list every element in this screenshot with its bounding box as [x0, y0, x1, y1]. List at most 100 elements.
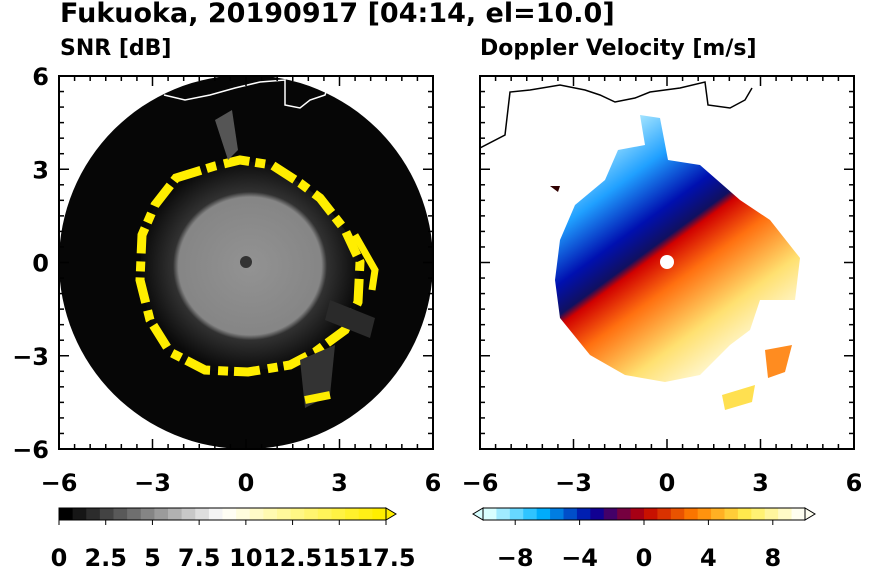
y-tick-label: −3 — [12, 343, 49, 371]
snr-high-patch — [304, 391, 331, 404]
snr-plot-area — [59, 76, 433, 449]
colorbar-segment — [358, 508, 373, 520]
colorbar-segment — [483, 508, 497, 520]
x-tick-label: −3 — [134, 469, 171, 497]
colorbar-segment — [644, 508, 658, 520]
x-tick-label: −6 — [41, 469, 78, 497]
colorbar-segment — [72, 508, 87, 520]
axis-tick-labels: −6 −3 0 3 6 6 3 0 −3 −6 −6 −3 0 3 6 — [12, 63, 862, 497]
colorbar-tick-label: 0 — [51, 544, 68, 570]
colorbar-tick-label: 4 — [700, 544, 717, 570]
doppler-coastline — [480, 81, 753, 149]
colorbar-segment — [684, 508, 699, 520]
colorbar-segment — [249, 508, 264, 520]
colorbar-segment — [127, 508, 142, 520]
colorbar-segment — [168, 508, 183, 520]
colorbar-segment — [630, 508, 645, 520]
colorbar-segment — [536, 508, 551, 520]
colorbar-segment — [345, 508, 360, 520]
snr-panel-title: SNR [dB] — [60, 36, 172, 61]
doppler-radar-center — [660, 255, 674, 269]
snr-high-ring — [135, 155, 365, 377]
x-tick-label: −6 — [462, 469, 499, 497]
colorbar-segment — [317, 508, 332, 520]
colorbar-tick-label: −8 — [497, 544, 534, 570]
colorbar-tick-label: 7.5 — [178, 544, 221, 570]
doppler-echo-east-patch — [765, 345, 792, 378]
colorbar-tick-label: 15 — [323, 544, 356, 570]
colorbar-arrow-max — [804, 507, 816, 521]
colorbar-segment — [778, 508, 793, 520]
x-tick-label: 3 — [331, 469, 348, 497]
colorbar-segment — [496, 508, 511, 520]
snr-echo-east — [325, 300, 375, 338]
colorbar-segment — [791, 508, 806, 520]
colorbar-segment — [154, 508, 169, 520]
colorbar-segment — [208, 508, 223, 520]
colorbar-tick-label: −4 — [561, 544, 598, 570]
x-tick-label: 0 — [238, 469, 255, 497]
x-tick-label: 3 — [752, 469, 769, 497]
colorbar-arrow-max — [385, 507, 397, 521]
colorbar-tick-label: 17.5 — [356, 544, 415, 570]
colorbar-tick-label: 5 — [144, 544, 161, 570]
snr-echo-north — [215, 110, 238, 160]
colorbar-tick-label: 12.5 — [263, 544, 322, 570]
colorbar-segment — [509, 508, 524, 520]
colorbar-segment — [711, 508, 725, 520]
snr-coastline — [163, 79, 331, 109]
colorbar-segment — [290, 508, 305, 520]
colorbar-segment — [181, 508, 196, 520]
colorbar-segment — [751, 508, 766, 520]
colorbar-segment — [86, 508, 101, 520]
colorbar-tick-label: 0 — [636, 544, 653, 570]
colorbar-segment — [764, 508, 779, 520]
colorbar-segment — [331, 508, 346, 520]
y-tick-label: 3 — [32, 156, 49, 184]
doppler-colorbar: −8 −4 0 4 8 — [472, 507, 816, 570]
doppler-echo-south-patch — [722, 385, 755, 410]
snr-radar-center — [240, 256, 252, 268]
doppler-panel-title: Doppler Velocity [m/s] — [480, 36, 757, 61]
x-tick-label: 6 — [425, 469, 442, 497]
colorbar-segment — [617, 508, 632, 520]
colorbar-segment — [576, 508, 591, 520]
colorbar-segment — [195, 508, 210, 520]
colorbar-segment — [523, 508, 538, 520]
colorbar-segment — [113, 508, 128, 520]
y-tick-label: 0 — [32, 250, 49, 278]
colorbar-segment — [263, 508, 278, 520]
colorbar-segment — [59, 508, 74, 520]
colorbar-segment — [99, 508, 114, 520]
colorbar-segment — [670, 508, 685, 520]
colorbar-segment — [563, 508, 578, 520]
colorbar-segment — [724, 508, 739, 520]
colorbar-tick-label: 2.5 — [84, 544, 127, 570]
colorbar-segment — [590, 508, 605, 520]
colorbar-segment — [657, 508, 672, 520]
colorbar-arrow-min — [472, 507, 484, 521]
y-tick-label: 6 — [32, 63, 49, 91]
colorbar-segment — [140, 508, 155, 520]
doppler-echo-region — [555, 115, 800, 382]
colorbar-segment — [697, 508, 712, 520]
colorbar-tick-label: 8 — [764, 544, 781, 570]
colorbar-segment — [304, 508, 319, 520]
colorbar-segment — [277, 508, 292, 520]
x-tick-label: −3 — [555, 469, 592, 497]
colorbar-segment — [737, 508, 752, 520]
doppler-echo-speck — [550, 186, 560, 192]
x-tick-label: 0 — [659, 469, 676, 497]
snr-colorbar: 0 2.5 5 7.5 10 12.5 15 17.5 — [51, 507, 416, 570]
figure-title: Fukuoka, 20190917 [04:14, el=10.0] — [60, 0, 615, 29]
colorbar-tick-label: 10 — [229, 544, 262, 570]
x-tick-label: 6 — [846, 469, 863, 497]
colorbar-segment — [372, 508, 387, 520]
y-tick-label: −6 — [12, 436, 49, 464]
colorbar-segment — [550, 508, 564, 520]
axis-ticks — [58, 75, 855, 450]
colorbar-segment — [222, 508, 237, 520]
snr-high-east-patch — [351, 233, 379, 291]
colorbar-segment — [236, 508, 251, 520]
